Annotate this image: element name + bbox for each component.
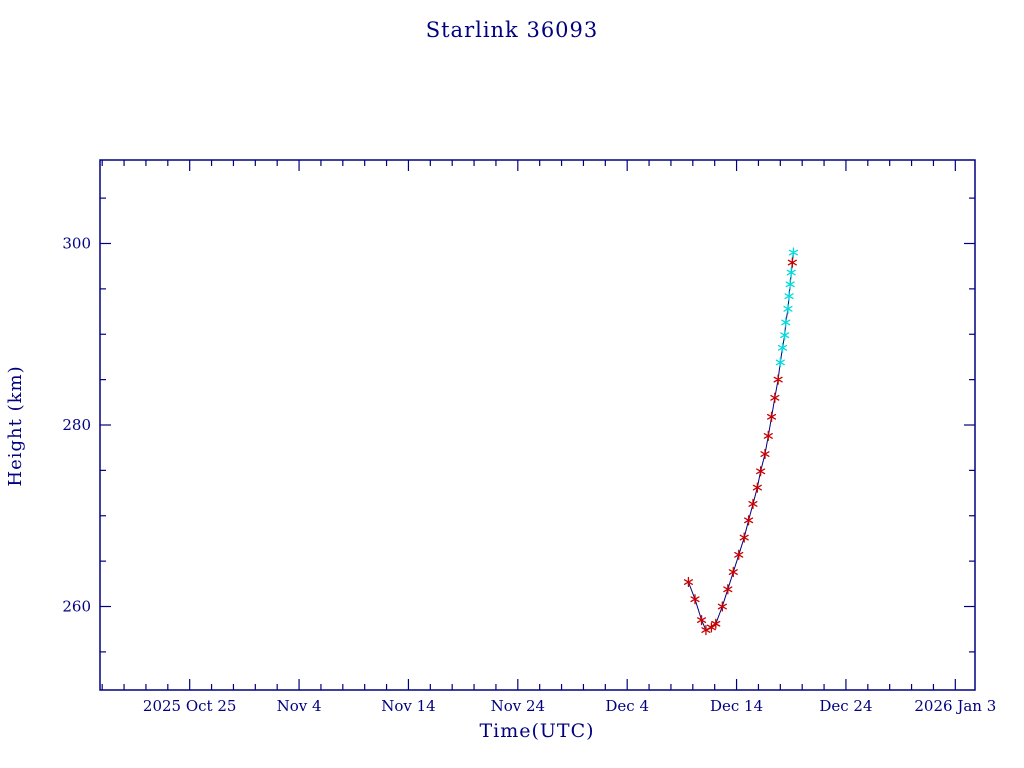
- marker-red: [748, 498, 758, 510]
- marker-red: [690, 594, 700, 605]
- marker-red: [752, 482, 762, 493]
- x-tick-label: 2025 Oct 25: [143, 697, 237, 715]
- x-tick-label: Dec 4: [605, 697, 649, 715]
- marker-red: [770, 392, 780, 403]
- y-tick-label: 260: [62, 598, 91, 616]
- marker-cyan: [788, 247, 799, 258]
- chart-title: Starlink 36093: [425, 18, 599, 42]
- marker-red: [711, 618, 721, 629]
- marker-red: [763, 430, 773, 442]
- x-axis-label: Time(UTC): [479, 720, 595, 742]
- marker-cyan: [785, 279, 795, 290]
- marker-cyan: [780, 330, 790, 341]
- marker-red: [701, 624, 711, 636]
- axis-ticks: [100, 160, 975, 690]
- marker-red: [706, 622, 716, 633]
- marker-red: [787, 257, 797, 268]
- x-tick-label: 2026 Jan 3: [914, 697, 996, 715]
- marker-red: [756, 466, 766, 477]
- marker-cyan: [786, 267, 796, 278]
- x-tick-label: Nov 24: [491, 697, 546, 715]
- marker-red: [766, 411, 777, 422]
- height-curve: [687, 252, 794, 631]
- marker-red: [717, 601, 727, 612]
- marker-red: [734, 549, 744, 560]
- marker-cyan: [775, 357, 785, 368]
- marker-red: [773, 374, 783, 385]
- marker-cyan: [777, 342, 788, 354]
- marker-red: [739, 532, 749, 543]
- marker-cyan: [781, 317, 791, 328]
- x-tick-label: Dec 14: [710, 697, 763, 715]
- data-markers: [683, 247, 799, 636]
- y-tick-label: 280: [62, 416, 91, 434]
- marker-red: [744, 515, 754, 526]
- x-tick-label: Dec 24: [819, 697, 872, 715]
- marker-cyan: [783, 303, 793, 314]
- marker-red: [760, 448, 770, 460]
- plot-frame: [99, 159, 976, 691]
- y-tick-label: 300: [62, 234, 91, 252]
- x-tick-label: Nov 14: [381, 697, 436, 715]
- marker-cyan: [784, 290, 794, 302]
- tick-labels: 2025 Oct 25 Nov 4 Nov 14 Nov 24 Dec 4 Dec 14 D…: [62, 234, 996, 715]
- marker-red: [728, 566, 738, 578]
- marker-red: [683, 576, 694, 588]
- x-tick-label: Nov 4: [277, 697, 322, 715]
- marker-red: [696, 614, 707, 626]
- marker-red: [723, 584, 733, 595]
